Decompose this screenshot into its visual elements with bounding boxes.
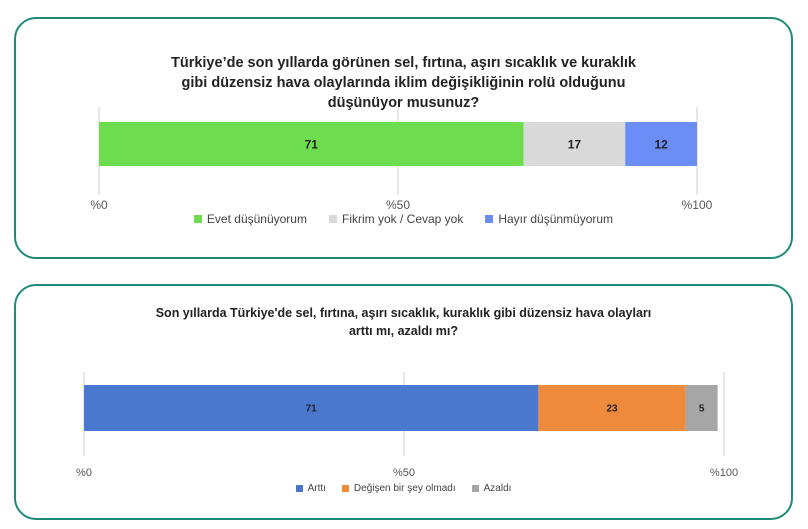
x-tick-label: %100 xyxy=(710,467,738,479)
data-label: 12 xyxy=(654,137,668,151)
chart-card-weather-trend: Son yıllarda Türkiye'de sel, fırtına, aş… xyxy=(14,284,793,520)
x-tick-label: %50 xyxy=(393,467,415,479)
data-label: 71 xyxy=(306,404,318,415)
chart-title-line: arttı mı, azaldı mı? xyxy=(348,324,459,338)
chart-legend: Arttı Değişen bir şey olmadı Azaldı xyxy=(16,483,791,494)
x-tick-label: %50 xyxy=(386,198,410,212)
bar-segment xyxy=(523,122,626,166)
legend-label: Azaldı xyxy=(483,483,512,494)
legend-item: Azaldı xyxy=(471,483,512,494)
x-tick-label: %100 xyxy=(682,198,713,212)
chart-card-climate-role: Türkiye’de son yıllarda görünen sel, fır… xyxy=(14,17,793,259)
legend-item: Arttı xyxy=(295,483,326,494)
legend-label: Değişen bir şey olmadı xyxy=(353,483,456,494)
chart-title: Son yıllarda Türkiye'de sel, fırtına, aş… xyxy=(16,304,791,340)
bar-segment xyxy=(538,385,686,431)
legend-swatch xyxy=(471,485,479,492)
data-label: 23 xyxy=(606,404,618,415)
data-label: 71 xyxy=(305,137,319,151)
bar-segment xyxy=(99,122,524,166)
legend-swatch xyxy=(295,485,303,492)
data-label: 17 xyxy=(568,137,582,151)
chart-title-line: gibi düzensiz hava olaylarında iklim değ… xyxy=(181,75,626,91)
bar-segment xyxy=(625,122,697,166)
legend-label: Arttı xyxy=(307,483,326,494)
legend-label: Fikrim yok / Cevap yok xyxy=(341,212,464,226)
x-tick-label: %0 xyxy=(90,198,108,212)
legend-label: Hayır düşünmüyorum xyxy=(498,212,614,226)
legend-swatch xyxy=(341,485,349,492)
bar-segment xyxy=(84,385,539,431)
legend-swatch xyxy=(193,215,202,223)
stacked-bar-chart: %0 %50 %100 71 23 5 xyxy=(76,372,738,479)
chart-title-line: Türkiye’de son yıllarda görünen sel, fır… xyxy=(170,55,636,71)
legend-label: Evet düşünüyorum xyxy=(206,212,307,226)
chart-title: Türkiye’de son yıllarda görünen sel, fır… xyxy=(16,53,791,113)
chart-title-line: düşünüyor musunuz? xyxy=(327,95,480,111)
legend-swatch xyxy=(485,215,494,223)
bar-segment xyxy=(685,385,718,431)
chart-title-line: Son yıllarda Türkiye'de sel, fırtına, aş… xyxy=(155,306,652,320)
legend-item: Evet düşünüyorum xyxy=(193,212,307,226)
legend-item: Fikrim yok / Cevap yok xyxy=(328,212,464,226)
legend-item: Hayır düşünmüyorum xyxy=(485,212,613,226)
chart-legend: Evet düşünüyorum Fikrim yok / Cevap yok … xyxy=(16,212,791,226)
legend-item: Değişen bir şey olmadı xyxy=(341,483,456,494)
stacked-bar-chart: %0 %50 %100 71 17 12 xyxy=(90,107,713,212)
legend-swatch xyxy=(328,215,337,223)
x-tick-label: %0 xyxy=(76,467,92,479)
data-label: 5 xyxy=(699,404,705,415)
